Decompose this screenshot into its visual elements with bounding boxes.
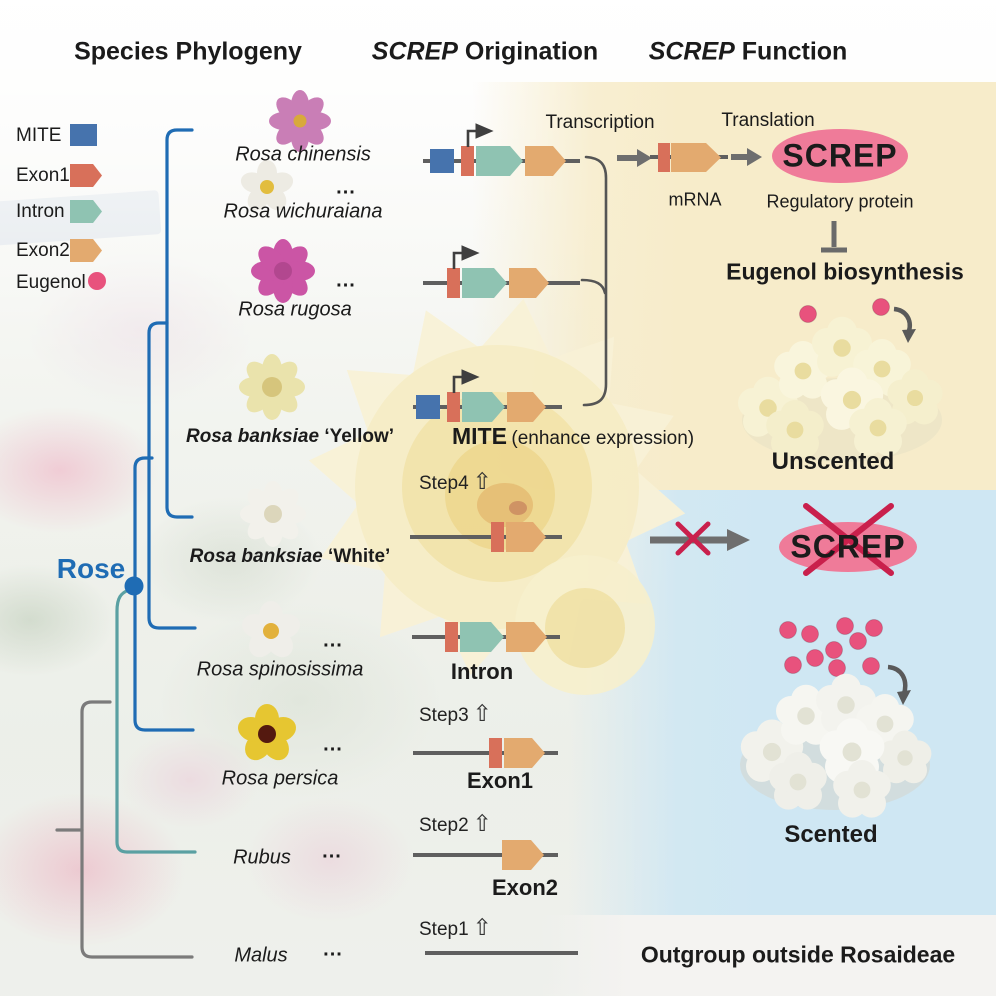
legend-label-intron: Intron bbox=[16, 201, 65, 222]
scented-label: Scented bbox=[784, 821, 878, 848]
up-arrow-icon: ⇧ bbox=[472, 468, 492, 494]
ellipsis: ... bbox=[323, 629, 343, 652]
step-text: Step1 bbox=[419, 919, 469, 940]
regulatory-protein-label: Regulatory protein bbox=[766, 191, 914, 212]
legend-label-exon1: Exon1 bbox=[16, 165, 70, 186]
up-arrow-icon: ⇧ bbox=[472, 700, 492, 726]
header-origination-rest: Origination bbox=[457, 37, 599, 66]
species-label-rubus: Rubus bbox=[233, 846, 291, 869]
header-screp-italic: SCREP bbox=[648, 37, 735, 66]
column-header-function: SCREP Function bbox=[649, 38, 848, 67]
ellipsis: ... bbox=[336, 176, 356, 199]
step2-label: Step2 ⇧ bbox=[419, 810, 492, 837]
translation-label: Translation bbox=[721, 110, 815, 131]
species-label-spinosissima: Rosa spinosissima bbox=[196, 658, 364, 681]
column-header-origination: SCREP Origination bbox=[372, 38, 598, 67]
outgroup-band-background bbox=[540, 915, 996, 996]
unscented-label: Unscented bbox=[771, 448, 895, 475]
ellipsis: ... bbox=[336, 269, 356, 292]
screp-protein-label: SCREP bbox=[782, 137, 898, 174]
legend-swatch-eugenol bbox=[88, 272, 106, 290]
screp-lost-label: SCREP bbox=[790, 528, 906, 565]
header-screp-italic: SCREP bbox=[371, 37, 458, 66]
rose-clade-label: Rose bbox=[56, 553, 126, 584]
species-variant: ‘White’ bbox=[328, 546, 391, 567]
step3-label: Step3 ⇧ bbox=[419, 700, 492, 727]
mite-annotation-label: MITE bbox=[452, 423, 507, 449]
species-name-italic: Rosa banksiae bbox=[189, 546, 323, 567]
legend-swatch-intron bbox=[70, 200, 102, 223]
outgroup-label: Outgroup outside Rosaideae bbox=[640, 941, 956, 968]
header-function-rest: Function bbox=[734, 37, 848, 66]
species-label-wichuraiana: Rosa wichuraiana bbox=[223, 200, 383, 223]
species-label-rugosa: Rosa rugosa bbox=[238, 298, 352, 321]
column-header-phylogeny: Species Phylogeny bbox=[74, 37, 302, 66]
step-text: Step2 bbox=[419, 815, 469, 836]
legend-swatch-exon1 bbox=[70, 164, 102, 187]
step-text: Step3 bbox=[419, 705, 469, 726]
mrna-label: mRNA bbox=[668, 189, 722, 210]
exon1-step-label: Exon1 bbox=[466, 768, 534, 793]
species-label-persica: Rosa persica bbox=[221, 767, 339, 790]
species-variant: ‘Yellow’ bbox=[324, 426, 395, 447]
legend-swatch-mite bbox=[70, 124, 97, 146]
ellipsis: ... bbox=[323, 733, 343, 756]
species-label-banksiae-yellow: Rosa banksiae ‘Yellow’ bbox=[186, 426, 394, 448]
exon2-step-label: Exon2 bbox=[491, 875, 559, 900]
legend-label-eugenol: Eugenol bbox=[16, 272, 86, 293]
mite-annotation-note: (enhance expression) bbox=[511, 428, 695, 449]
ellipsis: ... bbox=[322, 840, 342, 863]
legend-label-mite: MITE bbox=[16, 125, 62, 146]
scented-panel-background bbox=[568, 490, 996, 915]
species-label-chinensis: Rosa chinensis bbox=[235, 143, 371, 166]
transcription-label: Transcription bbox=[545, 112, 655, 133]
eugenol-biosynthesis-label: Eugenol biosynthesis bbox=[726, 258, 964, 285]
step1-label: Step1 ⇧ bbox=[419, 914, 492, 941]
species-label-malus: Malus bbox=[234, 944, 288, 967]
intron-step-label: Intron bbox=[450, 659, 514, 684]
step4-label: Step4 ⇧ bbox=[419, 468, 492, 495]
species-label-banksiae-white: Rosa banksiae ‘White’ bbox=[190, 546, 391, 568]
up-arrow-icon: ⇧ bbox=[472, 810, 492, 836]
legend-swatch-exon2 bbox=[70, 239, 102, 262]
up-arrow-icon: ⇧ bbox=[472, 914, 492, 940]
mite-annotation: MITE (enhance expression) bbox=[452, 423, 694, 450]
legend-label-exon2: Exon2 bbox=[16, 240, 70, 261]
ellipsis: ... bbox=[323, 938, 343, 961]
species-name-italic: Rosa banksiae bbox=[185, 426, 320, 447]
step-text: Step4 bbox=[419, 473, 469, 494]
